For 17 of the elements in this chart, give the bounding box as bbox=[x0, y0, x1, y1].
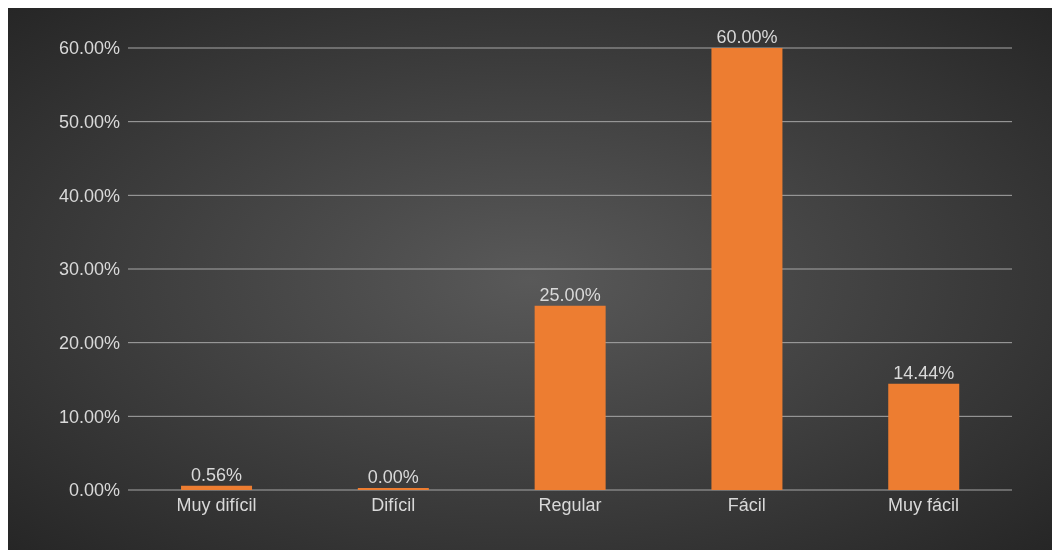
data-label: 0.56% bbox=[191, 464, 243, 485]
y-tick-label: 20.00% bbox=[58, 333, 120, 354]
x-tick-label: Difícil bbox=[371, 494, 416, 515]
data-label: 25.00% bbox=[539, 284, 601, 305]
y-tick-label: 40.00% bbox=[58, 185, 120, 206]
y-tick-label: 10.00% bbox=[58, 406, 120, 427]
y-tick-label: 30.00% bbox=[58, 259, 120, 280]
data-label: 0.00% bbox=[367, 467, 419, 487]
y-tick-label: 60.00% bbox=[58, 38, 120, 59]
y-tick-label: 0.00% bbox=[68, 480, 120, 501]
x-tick-label: Muy fácil bbox=[888, 494, 960, 515]
data-label: 14.44% bbox=[893, 362, 955, 383]
x-tick-label: Muy difícil bbox=[176, 494, 257, 515]
y-tick-label: 50.00% bbox=[58, 112, 120, 133]
x-tick-label: Fácil bbox=[727, 494, 766, 515]
data-label: 60.00% bbox=[716, 27, 778, 47]
x-tick-label: Regular bbox=[538, 494, 602, 515]
